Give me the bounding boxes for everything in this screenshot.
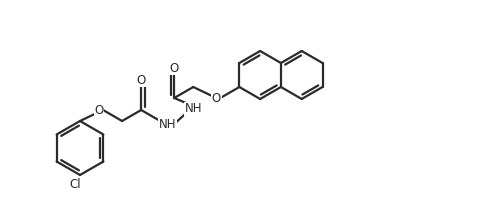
Text: O: O: [94, 103, 104, 117]
Text: NH: NH: [184, 102, 202, 116]
Text: NH: NH: [158, 117, 176, 131]
Text: O: O: [212, 92, 221, 105]
Text: O: O: [169, 61, 179, 74]
Text: Cl: Cl: [69, 177, 81, 191]
Text: O: O: [137, 74, 146, 86]
